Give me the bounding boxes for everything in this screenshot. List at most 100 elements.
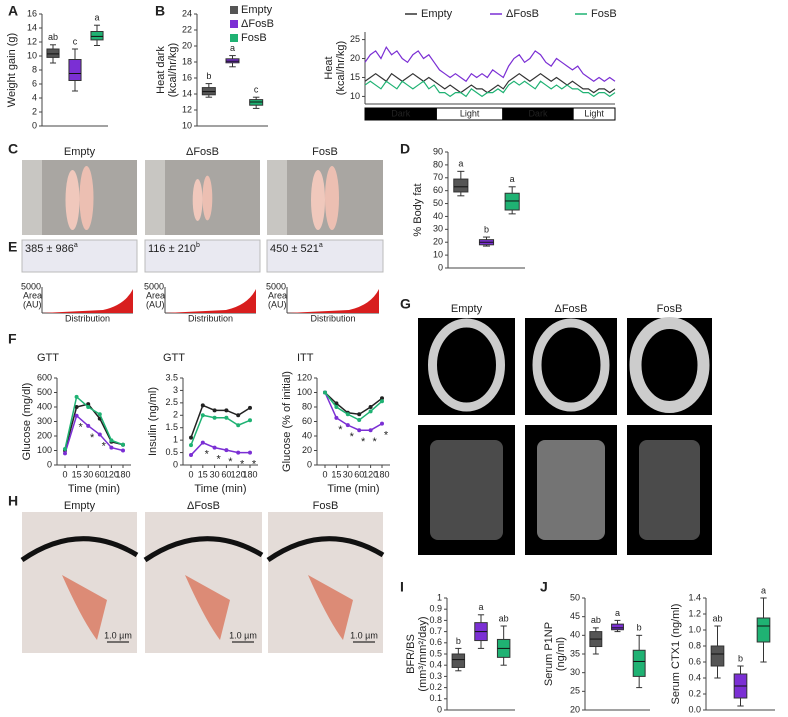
significance-star: * <box>102 440 107 452</box>
point <box>357 412 362 417</box>
significance-letter: a <box>94 13 99 23</box>
x-axis-label: Time (min) <box>327 483 379 495</box>
photo-ruler <box>267 160 287 235</box>
x-tick-label: 30 <box>83 469 93 479</box>
y-tick-label: 0.4 <box>688 672 701 682</box>
x-tick-label: 120 <box>363 469 378 479</box>
significance-star: * <box>240 458 245 470</box>
box <box>504 192 520 211</box>
histology <box>268 512 383 653</box>
point <box>323 390 327 395</box>
point <box>236 423 241 428</box>
y-tick-label: 40 <box>570 630 580 640</box>
significance-star: * <box>338 424 343 436</box>
bone-ring <box>629 317 710 413</box>
y-tick-label: 0.3 <box>429 671 442 681</box>
x-tick-label: 60 <box>95 469 105 479</box>
x-axis-label: Time (min) <box>194 483 246 495</box>
point <box>189 443 193 448</box>
y-axis-label: BFR/BS <box>405 634 417 674</box>
mini-y-label: Area <box>268 290 287 300</box>
y-tick-label: 0 <box>47 459 52 469</box>
point <box>224 415 229 420</box>
box <box>710 645 725 667</box>
y-axis-label: (kcal/hr/kg) <box>167 43 179 97</box>
y-tick-label: 0.1 <box>429 693 442 703</box>
trabecular <box>430 440 503 540</box>
x-tick-label: 180 <box>242 469 257 479</box>
y-tick-label: 80 <box>433 159 443 169</box>
significance-star: * <box>205 449 210 461</box>
panel-letter: C <box>8 141 18 157</box>
histology <box>144 239 261 273</box>
growth-plate <box>143 536 264 563</box>
y-tick-label: 0 <box>307 459 312 469</box>
image-label: ΔFosB <box>186 146 219 158</box>
y-tick-label: 40 <box>433 211 443 221</box>
trabecular <box>639 440 700 540</box>
x-tick-label: 0 <box>322 469 327 479</box>
point <box>334 405 339 409</box>
point <box>368 428 373 433</box>
period-band <box>572 107 616 121</box>
point <box>224 408 229 413</box>
bone-ring <box>428 318 505 412</box>
significance-letter: b <box>738 653 743 663</box>
point <box>357 418 362 423</box>
point <box>224 448 229 453</box>
period-label: Light <box>584 108 604 118</box>
point <box>380 399 384 404</box>
mini-y-tick: 5000 <box>21 281 41 291</box>
x-tick-label: 60 <box>354 469 364 479</box>
y-tick-label: 14 <box>182 88 192 98</box>
significance-letter: c <box>73 36 78 46</box>
y-axis-label: Heat dark <box>155 46 167 94</box>
y-tick-label: 40 <box>302 430 312 440</box>
y-tick-label: 16 <box>27 8 37 18</box>
y-tick-label: 10 <box>433 249 443 259</box>
mini-x-label: Distribution <box>188 313 233 323</box>
point <box>345 423 350 428</box>
y-tick-label: 16 <box>182 72 192 82</box>
y-tick-label: 15 <box>350 72 360 82</box>
point <box>86 405 91 409</box>
marrow <box>185 575 230 640</box>
y-tick-label: 12 <box>182 104 192 114</box>
y-tick-label: 8 <box>32 64 37 74</box>
point <box>200 403 205 408</box>
point <box>236 413 241 418</box>
y-tick-label: 0.8 <box>688 640 701 650</box>
significance-letter: b <box>637 623 642 633</box>
y-tick-label: 0.7 <box>429 626 442 636</box>
y-tick-label: 0.0 <box>688 704 701 714</box>
chart-title: GTT <box>163 352 185 364</box>
y-tick-label: 20 <box>182 40 192 50</box>
significance-star: * <box>361 436 366 448</box>
mini-y-label: (AU) <box>23 299 42 309</box>
image-label: ΔFosB <box>554 303 587 315</box>
significance-star: * <box>372 436 377 448</box>
panel-letter: A <box>8 3 18 19</box>
significance-letter: b <box>456 636 461 646</box>
y-tick-label: 1.0 <box>688 624 701 634</box>
y-tick-label: 120 <box>297 372 312 382</box>
point <box>86 423 91 428</box>
y-tick-label: 60 <box>433 185 443 195</box>
y-tick-label: 0.5 <box>165 447 178 457</box>
y-tick-label: 2.5 <box>165 397 178 407</box>
significance-letter: ab <box>712 613 722 623</box>
panel-letter: F <box>8 331 17 347</box>
box <box>453 178 469 193</box>
y-axis-label: Serum CTX1 (ng/ml) <box>670 604 682 705</box>
box <box>90 31 104 41</box>
point <box>212 415 217 420</box>
growth-plate <box>266 536 385 563</box>
significance-letter: a <box>761 585 766 595</box>
tissue <box>202 175 213 221</box>
point <box>121 448 125 453</box>
point <box>357 428 362 433</box>
mini-y-label: (AU) <box>268 299 287 309</box>
chart-title: ITT <box>297 352 314 364</box>
legend-label: Empty <box>241 4 273 16</box>
point <box>63 451 67 456</box>
